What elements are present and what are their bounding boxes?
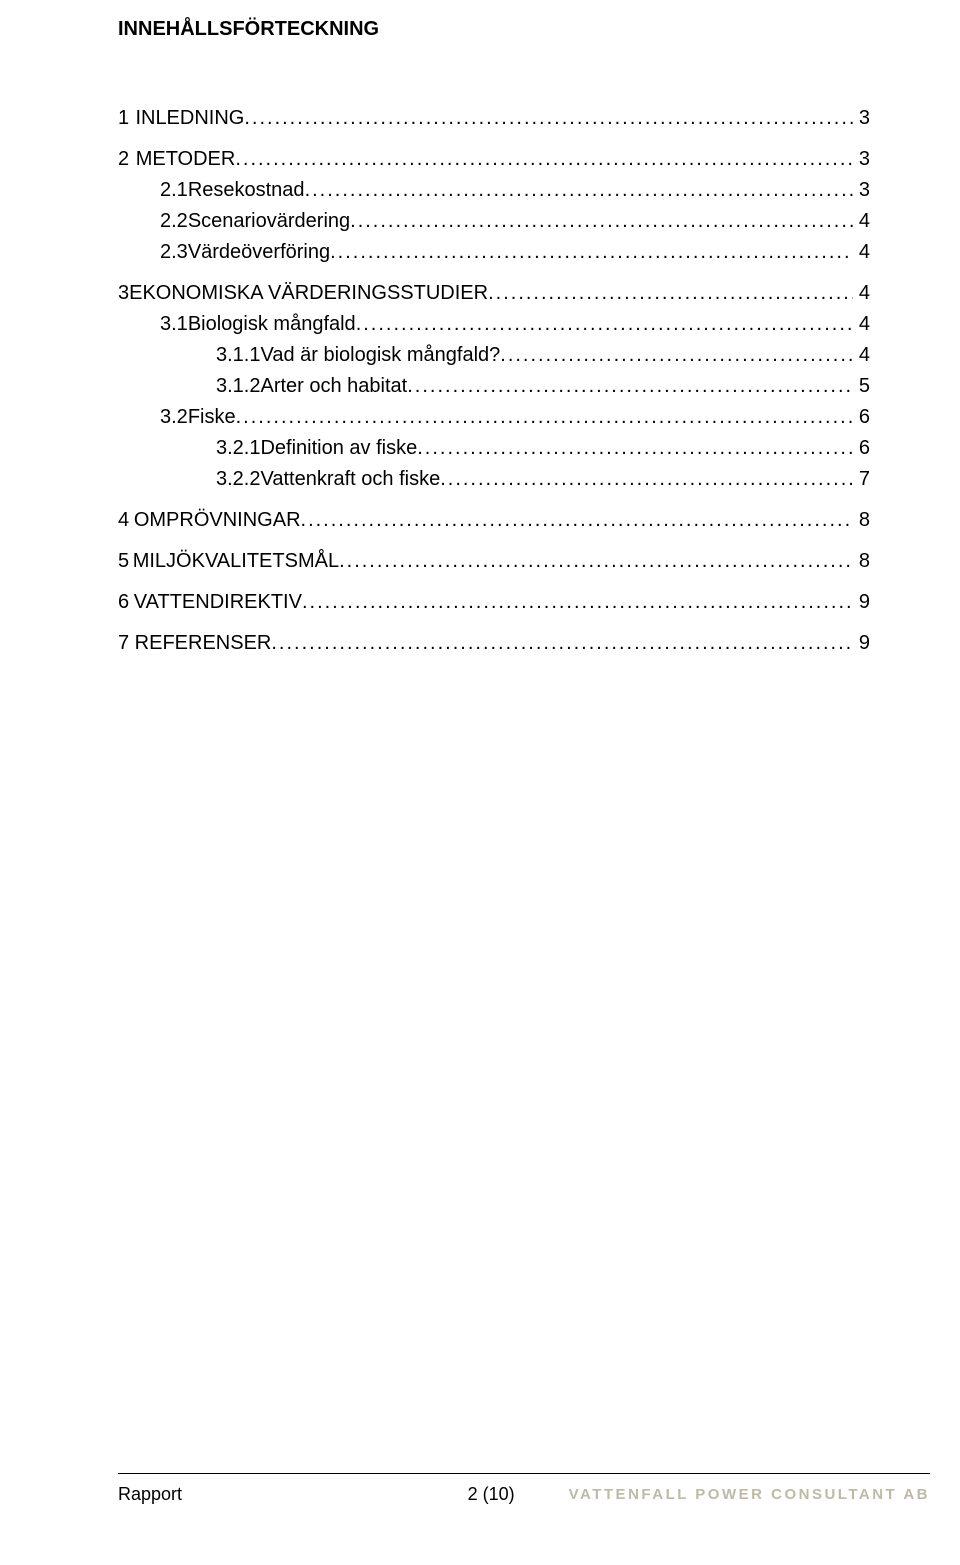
toc-label: Fiske (188, 402, 236, 433)
toc-page-number: 4 (853, 237, 870, 268)
toc-page-number: 3 (853, 103, 870, 134)
toc-page-number: 3 (853, 144, 870, 175)
toc-leader-dots (417, 433, 853, 464)
toc-number: 3.2.2 (216, 464, 260, 495)
toc-page-number: 3 (853, 175, 870, 206)
toc-page-number: 5 (853, 371, 870, 402)
toc-entry: 1 INLEDNING 3 (118, 103, 870, 134)
toc-number: 2 (118, 144, 136, 175)
toc-label: Arter och habitat (260, 371, 407, 402)
toc-label: OMPRÖVNINGAR (134, 505, 301, 536)
toc-page-number: 9 (853, 587, 870, 618)
toc-number: 3 (118, 278, 129, 309)
toc-entry: 3.2.1 Definition av fiske 6 (118, 433, 870, 464)
toc-label: VATTENDIREKTIV (134, 587, 302, 618)
toc-entry: 3.2 Fiske 6 (118, 402, 870, 433)
toc-leader-dots (301, 505, 853, 536)
footer-page-number: 2 (10) (468, 1484, 515, 1505)
toc-page-number: 9 (853, 628, 870, 659)
toc-leader-dots (235, 144, 853, 175)
toc-page-number: 7 (853, 464, 870, 495)
toc-entry: 2.3 Värdeöverföring 4 (118, 237, 870, 268)
toc-label: Resekostnad (188, 175, 305, 206)
toc-number: 7 (118, 628, 135, 659)
table-of-contents: 1 INLEDNING 3 2 METODER 3 2.1 Resekostna… (118, 103, 870, 659)
toc-entry: 2 METODER 3 (118, 144, 870, 175)
toc-leader-dots (500, 340, 853, 371)
toc-label: EKONOMISKA VÄRDERINGSSTUDIER (129, 278, 488, 309)
toc-leader-dots (488, 278, 853, 309)
toc-page-number: 8 (853, 505, 870, 536)
toc-label: Värdeöverföring (188, 237, 330, 268)
toc-leader-dots (271, 628, 853, 659)
toc-page-number: 4 (853, 206, 870, 237)
toc-leader-dots (302, 587, 853, 618)
footer-brand: VATTENFALL POWER CONSULTANT AB (569, 1486, 930, 1503)
toc-entry: 3.1 Biologisk mångfald 4 (118, 309, 870, 340)
toc-entry: 3.1.1 Vad är biologisk mångfald? 4 (118, 340, 870, 371)
toc-label: Biologisk mångfald (188, 309, 356, 340)
toc-page-number: 4 (853, 340, 870, 371)
toc-label: REFERENSER (135, 628, 272, 659)
toc-label: Vad är biologisk mångfald? (260, 340, 500, 371)
footer-report-label: Rapport (118, 1484, 182, 1505)
toc-number: 3.1.1 (216, 340, 260, 371)
toc-leader-dots (236, 402, 853, 433)
toc-entry: 5 MILJÖKVALITETSMÅL 8 (118, 546, 870, 577)
toc-number: 1 (118, 103, 135, 134)
toc-page-number: 6 (853, 433, 870, 464)
toc-leader-dots (440, 464, 853, 495)
toc-leader-dots (356, 309, 853, 340)
toc-leader-dots (407, 371, 853, 402)
toc-number: 2.1 (160, 175, 188, 206)
toc-label: INLEDNING (135, 103, 244, 134)
toc-number: 3.1 (160, 309, 188, 340)
toc-number: 3.2.1 (216, 433, 260, 464)
page-title: INNEHÅLLSFÖRTECKNING (118, 18, 870, 41)
toc-entry: 2.2 Scenariovärdering 4 (118, 206, 870, 237)
toc-label: Scenariovärdering (188, 206, 350, 237)
toc-entry: 2.1 Resekostnad 3 (118, 175, 870, 206)
toc-entry: 7 REFERENSER 9 (118, 628, 870, 659)
toc-label: MILJÖKVALITETSMÅL (133, 546, 339, 577)
toc-page-number: 8 (853, 546, 870, 577)
toc-number: 4 (118, 505, 134, 536)
toc-label: Vattenkraft och fiske (260, 464, 440, 495)
toc-page-number: 4 (853, 309, 870, 340)
toc-leader-dots (305, 175, 853, 206)
toc-number: 2.2 (160, 206, 188, 237)
toc-number: 3.1.2 (216, 371, 260, 402)
page-footer: Rapport 2 (10) VATTENFALL POWER CONSULTA… (118, 1473, 930, 1505)
toc-leader-dots (330, 237, 853, 268)
toc-entry: 3 EKONOMISKA VÄRDERINGSSTUDIER 4 (118, 278, 870, 309)
toc-number: 5 (118, 546, 133, 577)
toc-leader-dots (350, 206, 853, 237)
toc-entry: 3.2.2 Vattenkraft och fiske 7 (118, 464, 870, 495)
toc-leader-dots (339, 546, 853, 577)
toc-number: 2.3 (160, 237, 188, 268)
toc-number: 3.2 (160, 402, 188, 433)
toc-entry: 4 OMPRÖVNINGAR 8 (118, 505, 870, 536)
toc-entry: 6 VATTENDIREKTIV 9 (118, 587, 870, 618)
toc-leader-dots (244, 103, 853, 134)
toc-number: 6 (118, 587, 134, 618)
toc-label: Definition av fiske (260, 433, 417, 464)
toc-page-number: 4 (853, 278, 870, 309)
footer-divider (118, 1473, 930, 1474)
toc-page-number: 6 (853, 402, 870, 433)
toc-entry: 3.1.2 Arter och habitat 5 (118, 371, 870, 402)
toc-label: METODER (136, 144, 236, 175)
